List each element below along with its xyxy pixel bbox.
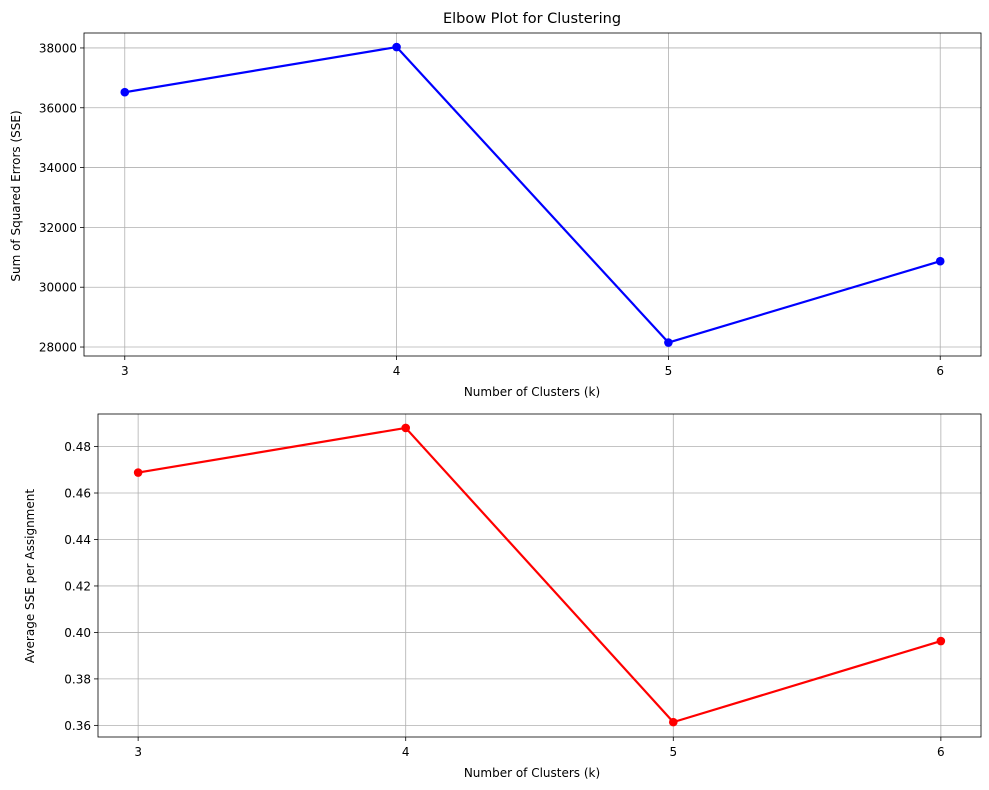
plot-frame	[83, 32, 982, 357]
y-tick-label: 0.46	[64, 487, 91, 501]
y-tick-label: 28000	[39, 341, 77, 355]
y-tick-label: 38000	[39, 41, 77, 55]
data-point	[935, 256, 945, 266]
y-tick-label: 34000	[39, 161, 77, 175]
data-point	[664, 338, 673, 347]
y-tick-label: 32000	[39, 221, 77, 235]
y-tick-label: 0.44	[64, 533, 91, 547]
x-tick-label: 4	[393, 364, 401, 378]
series-0	[120, 42, 945, 347]
x-ticks: 3 4 5 6	[134, 737, 945, 759]
x-tick-label: 3	[134, 745, 142, 759]
y-ticks: 28000 30000 32000 34000 36000 38000	[39, 41, 84, 355]
chart-title: Elbow Plot for Clustering	[443, 11, 621, 27]
y-tick-label: 0.40	[64, 626, 91, 640]
y-tick-label: 0.38	[64, 672, 91, 686]
y-tick-label: 36000	[39, 101, 77, 115]
y-axis-label: Sum of Squared Errors (SSE)	[9, 110, 23, 281]
sse-chart: Elbow Plot for Clustering Number of Clus…	[9, 11, 982, 399]
y-axis-label: Average SSE per Assignment	[23, 489, 37, 663]
x-tick-label: 5	[669, 745, 677, 759]
x-axis-label: Number of Clusters (k)	[464, 766, 600, 780]
series-line	[137, 426, 942, 724]
y-tick-label: 0.36	[64, 719, 91, 733]
plot-frame	[97, 413, 982, 738]
y-tick-label: 0.42	[64, 579, 91, 593]
grid	[84, 33, 981, 356]
x-tick-label: 3	[121, 364, 129, 378]
data-point	[133, 468, 143, 477]
y-tick-label: 30000	[39, 281, 77, 295]
series-0	[133, 423, 946, 727]
x-tick-label: 6	[937, 745, 945, 759]
x-ticks: 3 4 5 6	[121, 356, 944, 378]
x-axis-label: Number of Clusters (k)	[464, 385, 600, 399]
x-tick-label: 5	[665, 364, 673, 378]
y-ticks: 0.36 0.38 0.40 0.42 0.44 0.46 0.48	[64, 440, 98, 733]
y-tick-label: 0.48	[64, 440, 91, 454]
x-tick-label: 4	[402, 745, 410, 759]
data-point	[668, 717, 678, 727]
data-point	[392, 42, 401, 52]
data-point	[936, 636, 946, 646]
grid	[98, 414, 981, 737]
avg-sse-chart: Number of Clusters (k) Average SSE per A…	[23, 413, 982, 780]
x-tick-label: 6	[936, 364, 944, 378]
series-line	[124, 45, 941, 344]
data-point	[120, 87, 130, 97]
data-point	[401, 423, 411, 433]
